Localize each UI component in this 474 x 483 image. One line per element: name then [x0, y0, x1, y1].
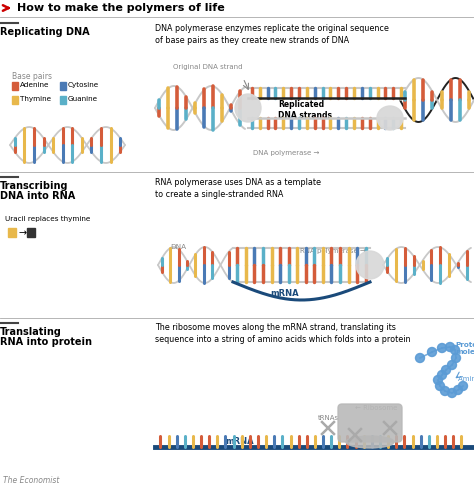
Circle shape	[428, 347, 437, 356]
Text: DNA: DNA	[170, 244, 186, 250]
Circle shape	[450, 345, 459, 355]
Circle shape	[458, 382, 467, 390]
Text: RNA polymerase →: RNA polymerase →	[300, 248, 366, 254]
Text: DNA into RNA: DNA into RNA	[0, 191, 75, 201]
Ellipse shape	[356, 251, 384, 279]
Text: Replicating DNA: Replicating DNA	[0, 27, 90, 37]
Bar	[12, 96, 18, 104]
Bar	[60, 82, 66, 90]
Circle shape	[440, 386, 449, 396]
Text: RNA polymerase uses DNA as a template
to create a single-stranded RNA: RNA polymerase uses DNA as a template to…	[155, 178, 321, 199]
Ellipse shape	[346, 436, 394, 448]
Circle shape	[416, 354, 425, 363]
Bar	[8, 228, 16, 237]
Text: Replicated
DNA strands: Replicated DNA strands	[278, 100, 332, 120]
Ellipse shape	[235, 94, 261, 122]
Circle shape	[438, 370, 447, 380]
Circle shape	[452, 354, 461, 363]
Circle shape	[438, 343, 447, 353]
Circle shape	[436, 382, 445, 390]
Text: Base pairs: Base pairs	[12, 72, 52, 81]
Text: How to make the polymers of life: How to make the polymers of life	[17, 3, 225, 13]
Circle shape	[447, 360, 456, 369]
Bar	[12, 82, 18, 90]
Circle shape	[441, 366, 450, 374]
Circle shape	[454, 385, 463, 395]
FancyBboxPatch shape	[338, 404, 402, 442]
Text: Original DNA strand: Original DNA strand	[173, 64, 243, 70]
Text: Transcribing: Transcribing	[0, 181, 69, 191]
Text: DNA polymerase →: DNA polymerase →	[253, 150, 319, 156]
Text: Adenine: Adenine	[20, 82, 49, 88]
Text: tRNAs: tRNAs	[318, 415, 339, 421]
Text: RNA into protein: RNA into protein	[0, 337, 92, 347]
Bar	[60, 96, 66, 104]
Text: Uracil replaces thymine: Uracil replaces thymine	[5, 216, 91, 222]
Text: Cytosine: Cytosine	[68, 82, 99, 88]
Text: mRNA: mRNA	[225, 437, 254, 446]
Text: Amino acid: Amino acid	[458, 376, 474, 382]
Text: DNA polymerase enzymes replicate the original sequence
of base pairs as they cre: DNA polymerase enzymes replicate the ori…	[155, 24, 389, 45]
Ellipse shape	[377, 106, 403, 130]
Text: Protein
molecule: Protein molecule	[455, 342, 474, 355]
Text: Thymine: Thymine	[20, 96, 51, 102]
Text: →: →	[19, 228, 27, 238]
Text: Translating: Translating	[0, 327, 62, 337]
Text: mRNA: mRNA	[270, 289, 299, 298]
Text: The Economist: The Economist	[3, 476, 59, 483]
Text: Guanine: Guanine	[68, 96, 98, 102]
Circle shape	[447, 388, 456, 398]
Circle shape	[446, 342, 455, 352]
Text: The ribosome moves along the mRNA strand, translating its
sequence into a string: The ribosome moves along the mRNA strand…	[155, 323, 410, 344]
Text: ← Ribosome: ← Ribosome	[355, 405, 397, 411]
Bar	[27, 228, 35, 237]
Circle shape	[434, 375, 443, 384]
